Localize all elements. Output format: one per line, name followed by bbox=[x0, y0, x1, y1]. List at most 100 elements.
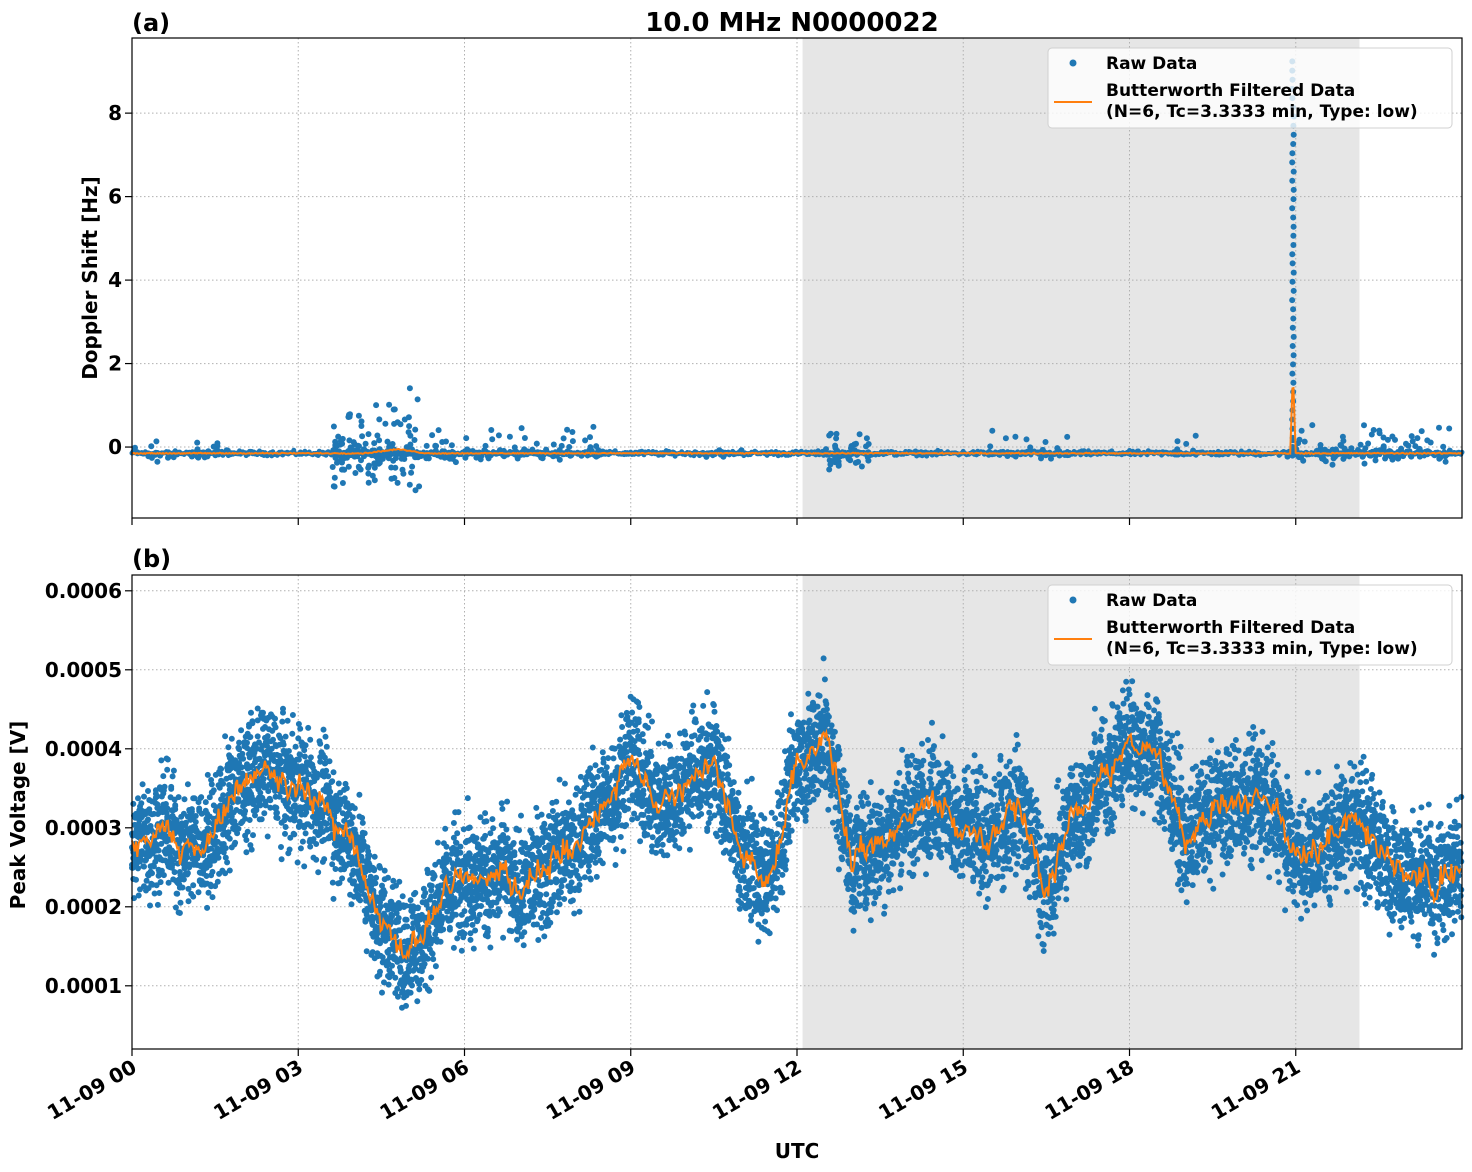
raw-data-point bbox=[828, 459, 835, 466]
x-tick-label: 11-09 18 bbox=[1040, 1055, 1138, 1125]
raw-data-point bbox=[355, 412, 362, 419]
raw-data-point bbox=[481, 447, 488, 454]
raw-data-point bbox=[153, 438, 160, 445]
raw-data-point bbox=[1290, 361, 1296, 368]
raw-data-point bbox=[330, 423, 337, 430]
raw-data-point bbox=[414, 396, 421, 403]
raw-data-point bbox=[855, 458, 862, 465]
raw-data-point bbox=[1301, 438, 1308, 445]
raw-data-point bbox=[1289, 260, 1296, 267]
raw-data-point bbox=[1389, 456, 1396, 463]
raw-data-point bbox=[738, 447, 745, 454]
raw-data-point bbox=[1362, 445, 1369, 452]
raw-data-point bbox=[401, 416, 408, 423]
y-tick-label: 6 bbox=[108, 185, 122, 209]
y-axis-label-b: Peak Voltage [V] bbox=[6, 721, 30, 910]
raw-data-point bbox=[1427, 439, 1434, 446]
raw-data-point bbox=[1376, 447, 1383, 454]
raw-data-point bbox=[1174, 438, 1181, 445]
raw-data-point bbox=[339, 466, 346, 473]
legend-b: Raw Data Butterworth Filtered Data(N=6, T… bbox=[1047, 584, 1453, 666]
raw-data-point bbox=[358, 423, 365, 429]
raw-data-point bbox=[569, 429, 576, 435]
x-tick-label: 11-09 09 bbox=[542, 1055, 640, 1125]
raw-data-point bbox=[1054, 445, 1061, 452]
y-tick-label: 8 bbox=[108, 101, 122, 125]
legend-label-filtered-1: Butterworth Filtered Data bbox=[1106, 618, 1355, 638]
y-axis-label-a: Doppler Shift [Hz] bbox=[78, 176, 102, 380]
raw-data-point bbox=[845, 454, 851, 461]
raw-data-point bbox=[365, 479, 372, 486]
legend-marker-raw bbox=[1069, 596, 1077, 604]
raw-data-point bbox=[358, 418, 365, 425]
filtered-data-series-b bbox=[131, 728, 1462, 961]
raw-data-point bbox=[1183, 440, 1190, 447]
raw-data-point bbox=[864, 454, 871, 461]
raw-data-point bbox=[1300, 457, 1307, 464]
raw-data-point bbox=[1376, 427, 1383, 434]
raw-data-point bbox=[590, 423, 597, 430]
raw-data-point bbox=[423, 442, 430, 449]
raw-data-point bbox=[1384, 436, 1391, 443]
raw-data-point bbox=[365, 431, 372, 438]
y-tick-label: 4 bbox=[108, 268, 122, 292]
raw-data-point bbox=[1416, 445, 1423, 452]
legend-box bbox=[1047, 584, 1453, 666]
raw-data-point bbox=[412, 454, 419, 461]
raw-data-point bbox=[1416, 453, 1423, 460]
raw-data-point bbox=[703, 453, 710, 460]
raw-data-point bbox=[391, 420, 398, 427]
y-tick-label: 0.0003 bbox=[45, 816, 122, 840]
raw-data-point bbox=[1289, 324, 1296, 331]
raw-data-point bbox=[1289, 251, 1296, 258]
legend-label-raw: Raw Data bbox=[1106, 54, 1197, 74]
raw-data-point bbox=[463, 435, 470, 442]
raw-data-point bbox=[357, 466, 364, 473]
raw-data-point bbox=[358, 457, 364, 464]
raw-data-point bbox=[1290, 214, 1297, 221]
raw-data-point bbox=[1398, 445, 1405, 452]
raw-data-point bbox=[439, 439, 446, 445]
raw-data-point bbox=[858, 463, 865, 470]
filtered-data-series-a bbox=[131, 386, 1463, 456]
raw-data-point bbox=[383, 452, 390, 459]
panel-label-a: (a) bbox=[132, 9, 170, 37]
raw-data-point bbox=[1064, 433, 1071, 440]
raw-data-point bbox=[1012, 433, 1019, 440]
filtered-data-line bbox=[131, 386, 1463, 456]
raw-data-point bbox=[582, 437, 589, 444]
legend-label-filtered-2: (N=6, Tc=3.3333 min, Type: low) bbox=[1106, 639, 1418, 659]
raw-data-point bbox=[369, 472, 376, 479]
raw-data-point bbox=[1192, 432, 1199, 439]
raw-data-point bbox=[148, 443, 155, 450]
raw-data-point bbox=[406, 481, 413, 488]
raw-data-point bbox=[1418, 428, 1425, 435]
raw-data-point bbox=[362, 440, 369, 447]
raw-data-point bbox=[1339, 433, 1346, 440]
raw-data-point bbox=[1290, 223, 1297, 230]
raw-data-point bbox=[418, 452, 425, 459]
raw-data-point bbox=[352, 470, 359, 476]
raw-data-point bbox=[826, 466, 833, 473]
raw-data-point bbox=[1372, 457, 1379, 464]
raw-data-point bbox=[1296, 436, 1303, 443]
raw-data-point bbox=[411, 437, 418, 443]
raw-data-point bbox=[558, 442, 565, 449]
raw-data-point bbox=[1284, 453, 1291, 460]
raw-data-point bbox=[405, 429, 412, 436]
raw-data-point bbox=[1361, 422, 1367, 429]
raw-data-point bbox=[1409, 438, 1416, 445]
raw-data-point bbox=[1289, 205, 1296, 212]
raw-data-point bbox=[1365, 440, 1372, 447]
raw-data-point bbox=[1290, 131, 1297, 138]
raw-data-point bbox=[1290, 186, 1297, 193]
raw-data-point bbox=[435, 427, 442, 434]
raw-data-point bbox=[400, 470, 407, 477]
raw-data-point bbox=[1289, 150, 1296, 157]
raw-data-point bbox=[1329, 461, 1336, 468]
raw-data-point bbox=[550, 441, 557, 448]
legend-label-filtered-2: (N=6, Tc=3.3333 min, Type: low) bbox=[1106, 102, 1418, 122]
raw-data-point bbox=[564, 426, 571, 433]
raw-data-point bbox=[1408, 433, 1415, 440]
raw-data-point bbox=[1038, 455, 1044, 462]
